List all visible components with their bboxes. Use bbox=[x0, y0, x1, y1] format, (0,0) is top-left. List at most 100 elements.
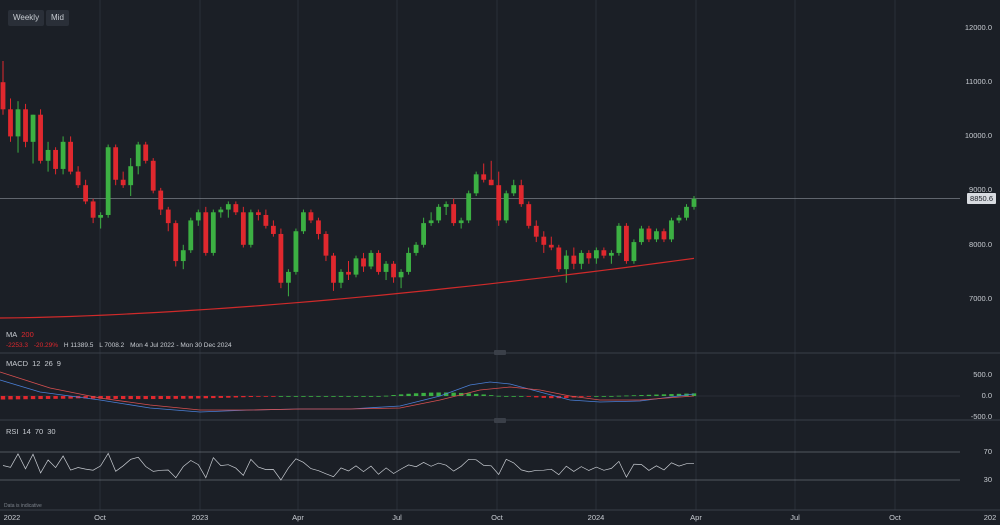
candle[interactable] bbox=[556, 244, 562, 272]
candle[interactable] bbox=[338, 269, 344, 289]
candle[interactable] bbox=[30, 114, 36, 164]
candle[interactable] bbox=[38, 109, 43, 164]
candle[interactable] bbox=[83, 179, 89, 205]
panel-resize-handle[interactable] bbox=[494, 418, 506, 423]
candle[interactable] bbox=[270, 220, 276, 237]
candle[interactable] bbox=[323, 231, 329, 262]
candle[interactable] bbox=[60, 136, 66, 175]
candle[interactable] bbox=[684, 204, 689, 221]
candle[interactable] bbox=[368, 250, 374, 270]
candle[interactable] bbox=[68, 136, 73, 175]
candle[interactable] bbox=[631, 239, 637, 264]
candle[interactable] bbox=[301, 209, 306, 234]
candle[interactable] bbox=[316, 217, 321, 240]
candle[interactable] bbox=[646, 225, 652, 243]
candle[interactable] bbox=[541, 231, 547, 253]
candle[interactable] bbox=[286, 269, 291, 297]
candle[interactable] bbox=[436, 204, 442, 224]
candle[interactable] bbox=[451, 198, 457, 226]
candle[interactable] bbox=[608, 250, 614, 264]
candle[interactable] bbox=[601, 247, 607, 259]
candle[interactable] bbox=[0, 61, 6, 115]
candle[interactable] bbox=[466, 190, 472, 224]
candle[interactable] bbox=[346, 261, 351, 281]
rsi-panel[interactable] bbox=[0, 451, 960, 481]
candle[interactable] bbox=[53, 147, 58, 175]
price-panel[interactable] bbox=[0, 61, 960, 319]
candle[interactable] bbox=[421, 217, 427, 248]
candle[interactable] bbox=[533, 220, 539, 243]
candle[interactable] bbox=[563, 250, 569, 283]
candle[interactable] bbox=[428, 212, 434, 226]
candle[interactable] bbox=[225, 201, 231, 218]
candle[interactable] bbox=[293, 228, 299, 275]
candle[interactable] bbox=[120, 171, 126, 188]
candle[interactable] bbox=[413, 242, 419, 256]
candle[interactable] bbox=[308, 209, 314, 224]
candle[interactable] bbox=[406, 247, 411, 275]
candle[interactable] bbox=[624, 223, 629, 264]
candle[interactable] bbox=[458, 217, 464, 229]
candle[interactable] bbox=[278, 228, 284, 289]
candle[interactable] bbox=[203, 206, 209, 256]
candle[interactable] bbox=[496, 171, 502, 226]
candle[interactable] bbox=[481, 163, 487, 183]
candle[interactable] bbox=[188, 217, 194, 253]
candle[interactable] bbox=[150, 158, 156, 194]
candle[interactable] bbox=[578, 250, 584, 270]
candle[interactable] bbox=[353, 255, 359, 278]
candle[interactable] bbox=[135, 141, 141, 175]
candle[interactable] bbox=[218, 206, 224, 218]
candle[interactable] bbox=[90, 198, 96, 224]
candle[interactable] bbox=[361, 252, 366, 272]
candle[interactable] bbox=[263, 209, 269, 229]
candle[interactable] bbox=[75, 166, 81, 188]
candle[interactable] bbox=[105, 144, 111, 218]
candle[interactable] bbox=[255, 209, 261, 221]
candle[interactable] bbox=[526, 201, 532, 229]
candle[interactable] bbox=[571, 247, 577, 270]
candle[interactable] bbox=[616, 223, 622, 256]
candle[interactable] bbox=[661, 228, 667, 243]
macd-panel[interactable] bbox=[0, 371, 960, 413]
candle[interactable] bbox=[165, 206, 171, 232]
candle[interactable] bbox=[639, 225, 644, 245]
candle[interactable] bbox=[654, 228, 659, 243]
candle[interactable] bbox=[15, 101, 21, 153]
panel-resize-handle[interactable] bbox=[494, 350, 506, 355]
candle[interactable] bbox=[240, 206, 246, 248]
candle[interactable] bbox=[331, 252, 336, 291]
candle[interactable] bbox=[488, 160, 494, 186]
candle[interactable] bbox=[113, 144, 119, 186]
candle[interactable] bbox=[233, 201, 239, 215]
candle[interactable] bbox=[383, 261, 389, 281]
candle[interactable] bbox=[398, 269, 404, 289]
price-type-button[interactable]: Mid bbox=[46, 10, 69, 26]
candle[interactable] bbox=[503, 190, 509, 224]
candle[interactable] bbox=[511, 179, 517, 197]
candle[interactable] bbox=[586, 250, 592, 264]
candle[interactable] bbox=[210, 209, 216, 256]
candle[interactable] bbox=[143, 141, 149, 164]
candle[interactable] bbox=[669, 217, 674, 243]
candle[interactable] bbox=[23, 103, 28, 148]
candle[interactable] bbox=[443, 201, 449, 215]
candle[interactable] bbox=[376, 250, 381, 275]
candle[interactable] bbox=[128, 158, 134, 197]
candle[interactable] bbox=[518, 179, 524, 207]
candle[interactable] bbox=[248, 209, 254, 248]
candle[interactable] bbox=[691, 196, 697, 210]
candle[interactable] bbox=[180, 244, 186, 270]
candle[interactable] bbox=[473, 171, 479, 197]
candle[interactable] bbox=[676, 214, 682, 224]
candle[interactable] bbox=[8, 98, 13, 142]
candle[interactable] bbox=[593, 247, 599, 264]
interval-button[interactable]: Weekly bbox=[8, 10, 45, 26]
candle[interactable] bbox=[158, 187, 164, 215]
candle[interactable] bbox=[548, 236, 554, 251]
candle[interactable] bbox=[195, 209, 201, 226]
candle[interactable] bbox=[173, 220, 179, 267]
candle[interactable] bbox=[391, 261, 396, 283]
candle[interactable] bbox=[98, 212, 104, 229]
